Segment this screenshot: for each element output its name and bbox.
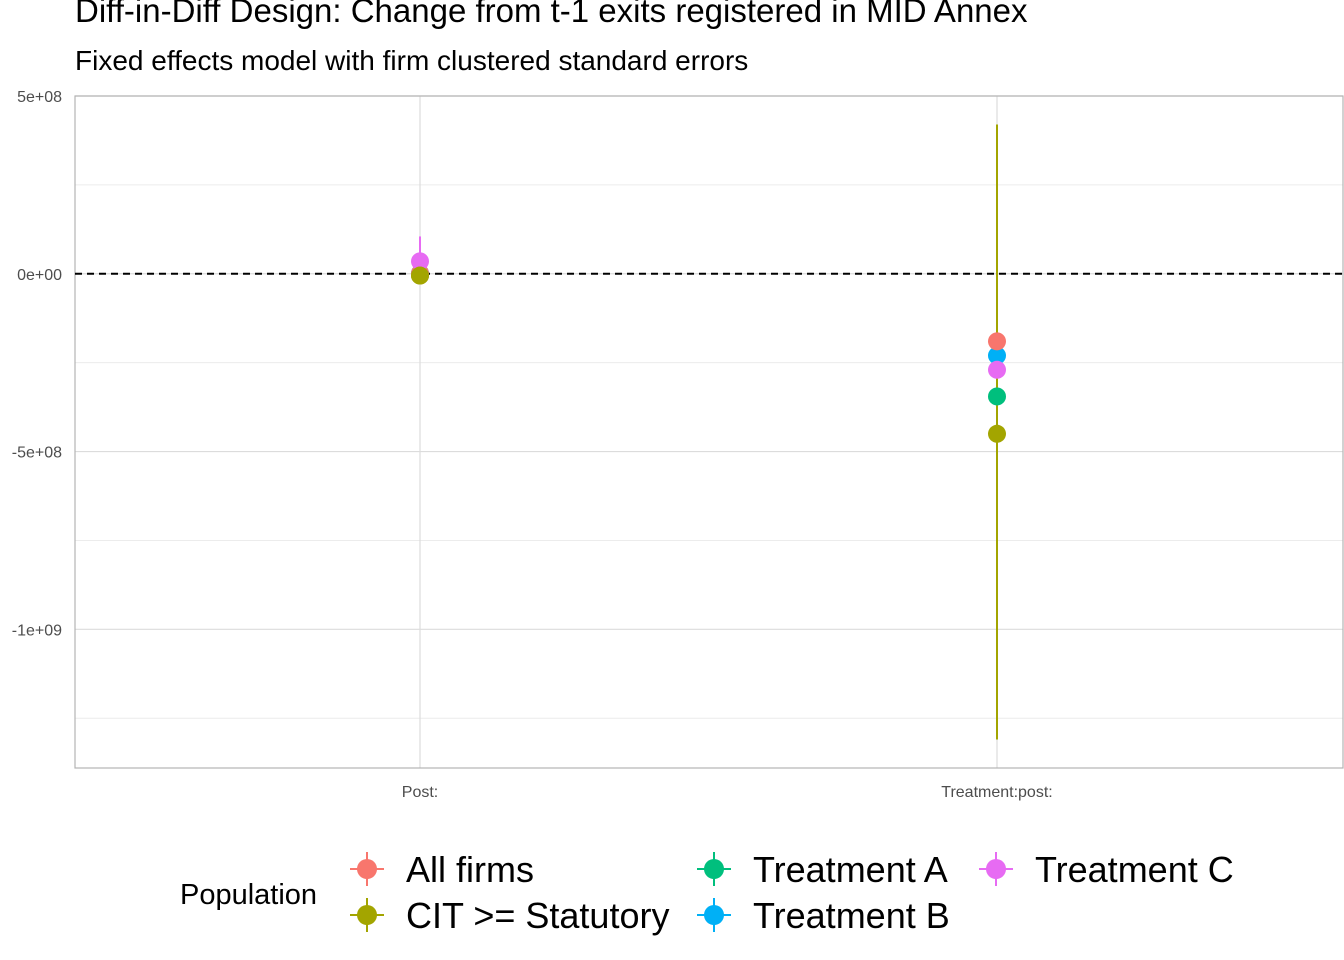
legend-label: All firms: [406, 849, 534, 890]
data-point: [988, 360, 1006, 379]
legend-label: Treatment C: [1035, 849, 1234, 890]
legend-key-point: [357, 905, 377, 925]
legend-title: Population: [180, 879, 317, 911]
error-bars: [419, 124, 998, 740]
data-point: [411, 266, 429, 285]
data-point: [988, 387, 1006, 406]
grid: [75, 95, 1343, 768]
legend-label: Treatment B: [753, 895, 950, 936]
data-point: [988, 332, 1006, 351]
legend-label: CIT >= Statutory: [406, 895, 669, 936]
points: [411, 252, 1006, 443]
legend-key-point: [986, 859, 1006, 879]
x-tick-label: Treatment:post:: [941, 784, 1052, 801]
legend-key-point: [704, 905, 724, 925]
x-axis-ticks: Post: Treatment:post:: [402, 784, 1053, 801]
y-tick-label: 0e+00: [17, 267, 62, 284]
legend-key: [697, 898, 731, 932]
y-axis-ticks: 5e+08 0e+00 -5e+08 -1e+09: [12, 89, 62, 639]
legend-label: Treatment A: [753, 849, 948, 890]
data-point: [988, 424, 1006, 443]
legend-key-point: [357, 859, 377, 879]
x-tick-label: Post:: [402, 784, 438, 801]
chart-subtitle: Fixed effects model with firm clustered …: [75, 45, 749, 76]
legend-key-point: [704, 859, 724, 879]
legend-key: [350, 852, 384, 886]
legend-key: [350, 898, 384, 932]
legend-key: [697, 852, 731, 886]
legend: Population All firms CIT >= Statutory Treat…: [180, 849, 1234, 936]
panel-border: [74, 95, 1344, 769]
legend-key: [979, 852, 1013, 886]
y-tick-label: -5e+08: [12, 445, 62, 462]
data-point: [411, 252, 429, 271]
chart-title: Diff-in-Diff Design: Change from t-1 exi…: [75, 0, 1028, 29]
data-point: [988, 346, 1006, 365]
y-tick-label: -1e+09: [12, 622, 62, 639]
y-tick-label: 5e+08: [17, 89, 62, 106]
